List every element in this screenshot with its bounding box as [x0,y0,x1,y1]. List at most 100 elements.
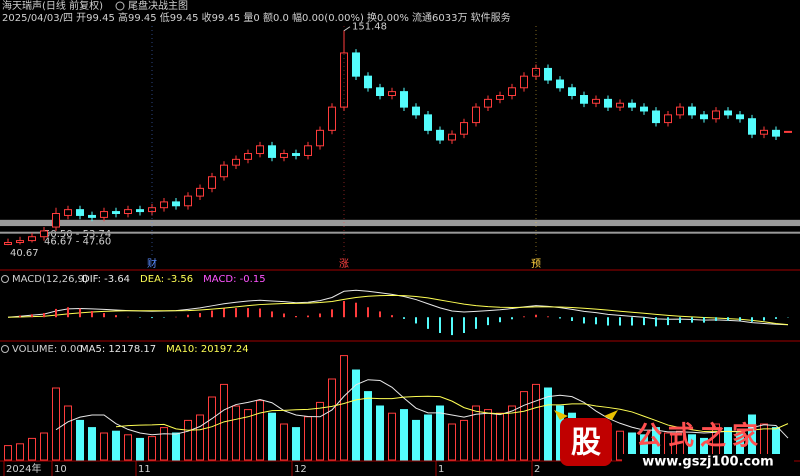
x-tick-label: 10 [54,464,67,475]
macd-line [7,294,789,326]
candle-body [208,176,216,189]
volume-bar [112,430,120,461]
logo-badge [560,418,612,466]
volume-bar [388,412,396,461]
zone-label: 46.67 - 47.60 [44,236,111,247]
candle-body [580,95,588,104]
candle-body [256,145,264,155]
candle-body [772,129,780,137]
candle-body [784,130,792,133]
quote-info: 2025/04/03/四 开99.45 高99.45 低99.45 收99.45… [2,11,511,24]
candle-body [16,240,24,244]
candle-body [520,75,528,89]
candle-body [172,201,180,207]
candle-body [484,98,492,108]
legend-entry: DIF: -3.64 [82,274,130,285]
stock-title: 海天瑞声(日线 前复权) [2,0,103,12]
candle-body [184,195,192,207]
candle-body [508,87,516,97]
watermark-name: 公式之家 [636,421,764,452]
volume-bar [436,405,444,461]
candle-body [724,110,732,116]
logo-horns [554,410,618,420]
candle-body [472,106,480,124]
volume-bar [100,432,108,461]
candle-body [760,129,768,135]
volume-bar [520,391,528,461]
volume-bar [448,423,456,461]
candle-body [40,230,48,238]
candle-body [628,102,636,108]
candle-body [64,209,72,216]
volume-bar [316,401,324,461]
volume-bar [88,427,96,461]
legend-icon [1,275,9,283]
event-marker: 预 [531,258,541,270]
volume-bar [460,419,468,461]
candle-body [616,102,624,108]
candle-body [748,118,756,135]
volume-bar [244,409,252,461]
volume-bar [328,378,336,461]
volume-bar [208,396,216,461]
candle-body [220,164,228,178]
volume-bar [304,416,312,461]
candle-body [292,153,300,156]
volume-bar [268,412,276,461]
volume-bar [292,427,300,461]
event-marker: 财 [147,257,157,270]
volume-bar [184,419,192,461]
indicator-title: 尾盘决战主图 [128,0,188,12]
volume-bar [196,414,204,461]
legend-entry: MA10: 20197.24 [166,344,248,355]
candle-body [736,114,744,120]
candle-body [412,106,420,116]
candle-body [376,87,384,97]
candle-body [448,133,456,141]
legend-entry: DEA: -3.56 [140,274,193,285]
volume-bar [352,369,360,461]
candle-body [160,201,168,209]
candle-body [652,110,660,124]
peak-pointer [343,26,351,32]
candle-body [76,209,84,216]
event-marker: 涨 [339,258,349,270]
volume-bar [544,387,552,461]
candle-body [364,75,372,89]
candle-body [124,209,132,215]
candle-body [100,211,108,218]
x-tick-label: 11 [138,464,151,475]
candle-body [604,98,612,108]
support-zone [0,219,800,227]
candle-body [700,114,708,120]
volume-bar [160,427,168,461]
candle-body [52,213,60,228]
candle-body [556,79,564,89]
legend-icon [1,345,9,353]
volume-bar [136,437,144,461]
indicator-icon [115,1,125,11]
candle-body [268,145,276,158]
candle-body [640,106,648,112]
macd-title: MACD(12,26,9) [12,274,88,285]
volume-bar [76,419,84,461]
candle-body [196,187,204,197]
candle-body [544,67,552,81]
volume-bar [16,443,24,461]
volume-bar [364,391,372,461]
zone-label: 50.50 - 53.74 [44,229,111,240]
volume-bar [616,430,624,461]
support-zone [0,231,800,234]
candle-body [136,209,144,213]
candle-body [232,158,240,166]
volume-bar [232,405,240,461]
watermark-url: www.gszj100.com [642,455,773,470]
ma-line [115,395,789,433]
volume-bar [496,412,504,461]
candle-body [388,91,396,97]
candle-body [592,98,600,104]
volume-bar [424,414,432,461]
volume-bar [484,409,492,461]
